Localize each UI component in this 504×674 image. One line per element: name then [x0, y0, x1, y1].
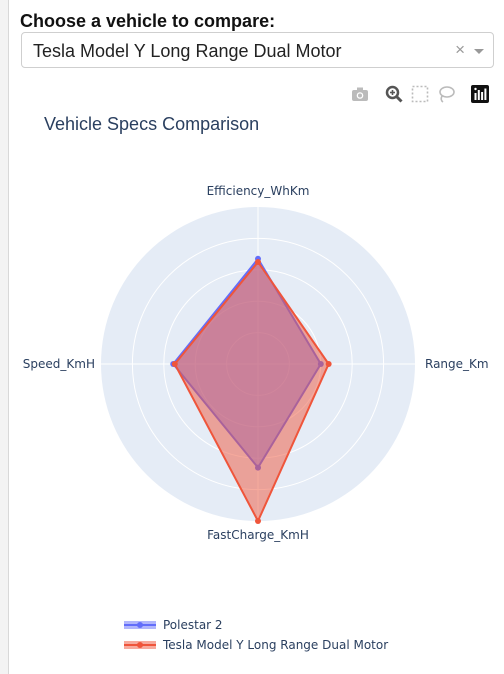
legend-marker-1: [137, 622, 143, 628]
series-2-point-1: [255, 258, 261, 265]
axis-label-3: FastCharge_KmH: [207, 528, 309, 542]
axis-label-1: Efficiency_WhKm: [207, 184, 310, 198]
legend-marker-2: [137, 642, 143, 648]
lasso-icon[interactable]: [436, 84, 456, 104]
axis-label-4: Speed_KmH: [23, 357, 95, 371]
chart-container: Vehicle Specs Comparison Efficiency_WhKm…: [20, 80, 496, 670]
series-2-point-3: [255, 518, 261, 524]
chart-title: Vehicle Specs Comparison: [44, 114, 260, 134]
series-2-point-4: [171, 361, 178, 367]
vehicle-select-heading: Choose a vehicle to compare:: [20, 11, 276, 31]
axis-label-2: Range_Km: [425, 357, 489, 371]
legend-label-2: Tesla Model Y Long Range Dual Motor: [162, 638, 388, 652]
box-select-icon[interactable]: [410, 84, 430, 104]
vehicle-select-value: Tesla Model Y Long Range Dual Motor: [33, 41, 342, 61]
camera-icon[interactable]: [350, 84, 370, 104]
vehicle-select-dropdown[interactable]: Tesla Model Y Long Range Dual Motor ×: [21, 32, 494, 68]
radar-chart: Efficiency_WhKm Range_Km FastCharge_KmH Spe…: [23, 184, 489, 652]
plotly-logo-icon[interactable]: [470, 84, 490, 104]
left-border: [8, 0, 9, 674]
series-2-point-2: [325, 361, 332, 367]
chevron-down-icon[interactable]: [474, 49, 484, 54]
clear-selection-icon[interactable]: ×: [455, 40, 465, 59]
zoom-icon[interactable]: [384, 84, 404, 104]
legend-label-1: Polestar 2: [163, 618, 223, 632]
